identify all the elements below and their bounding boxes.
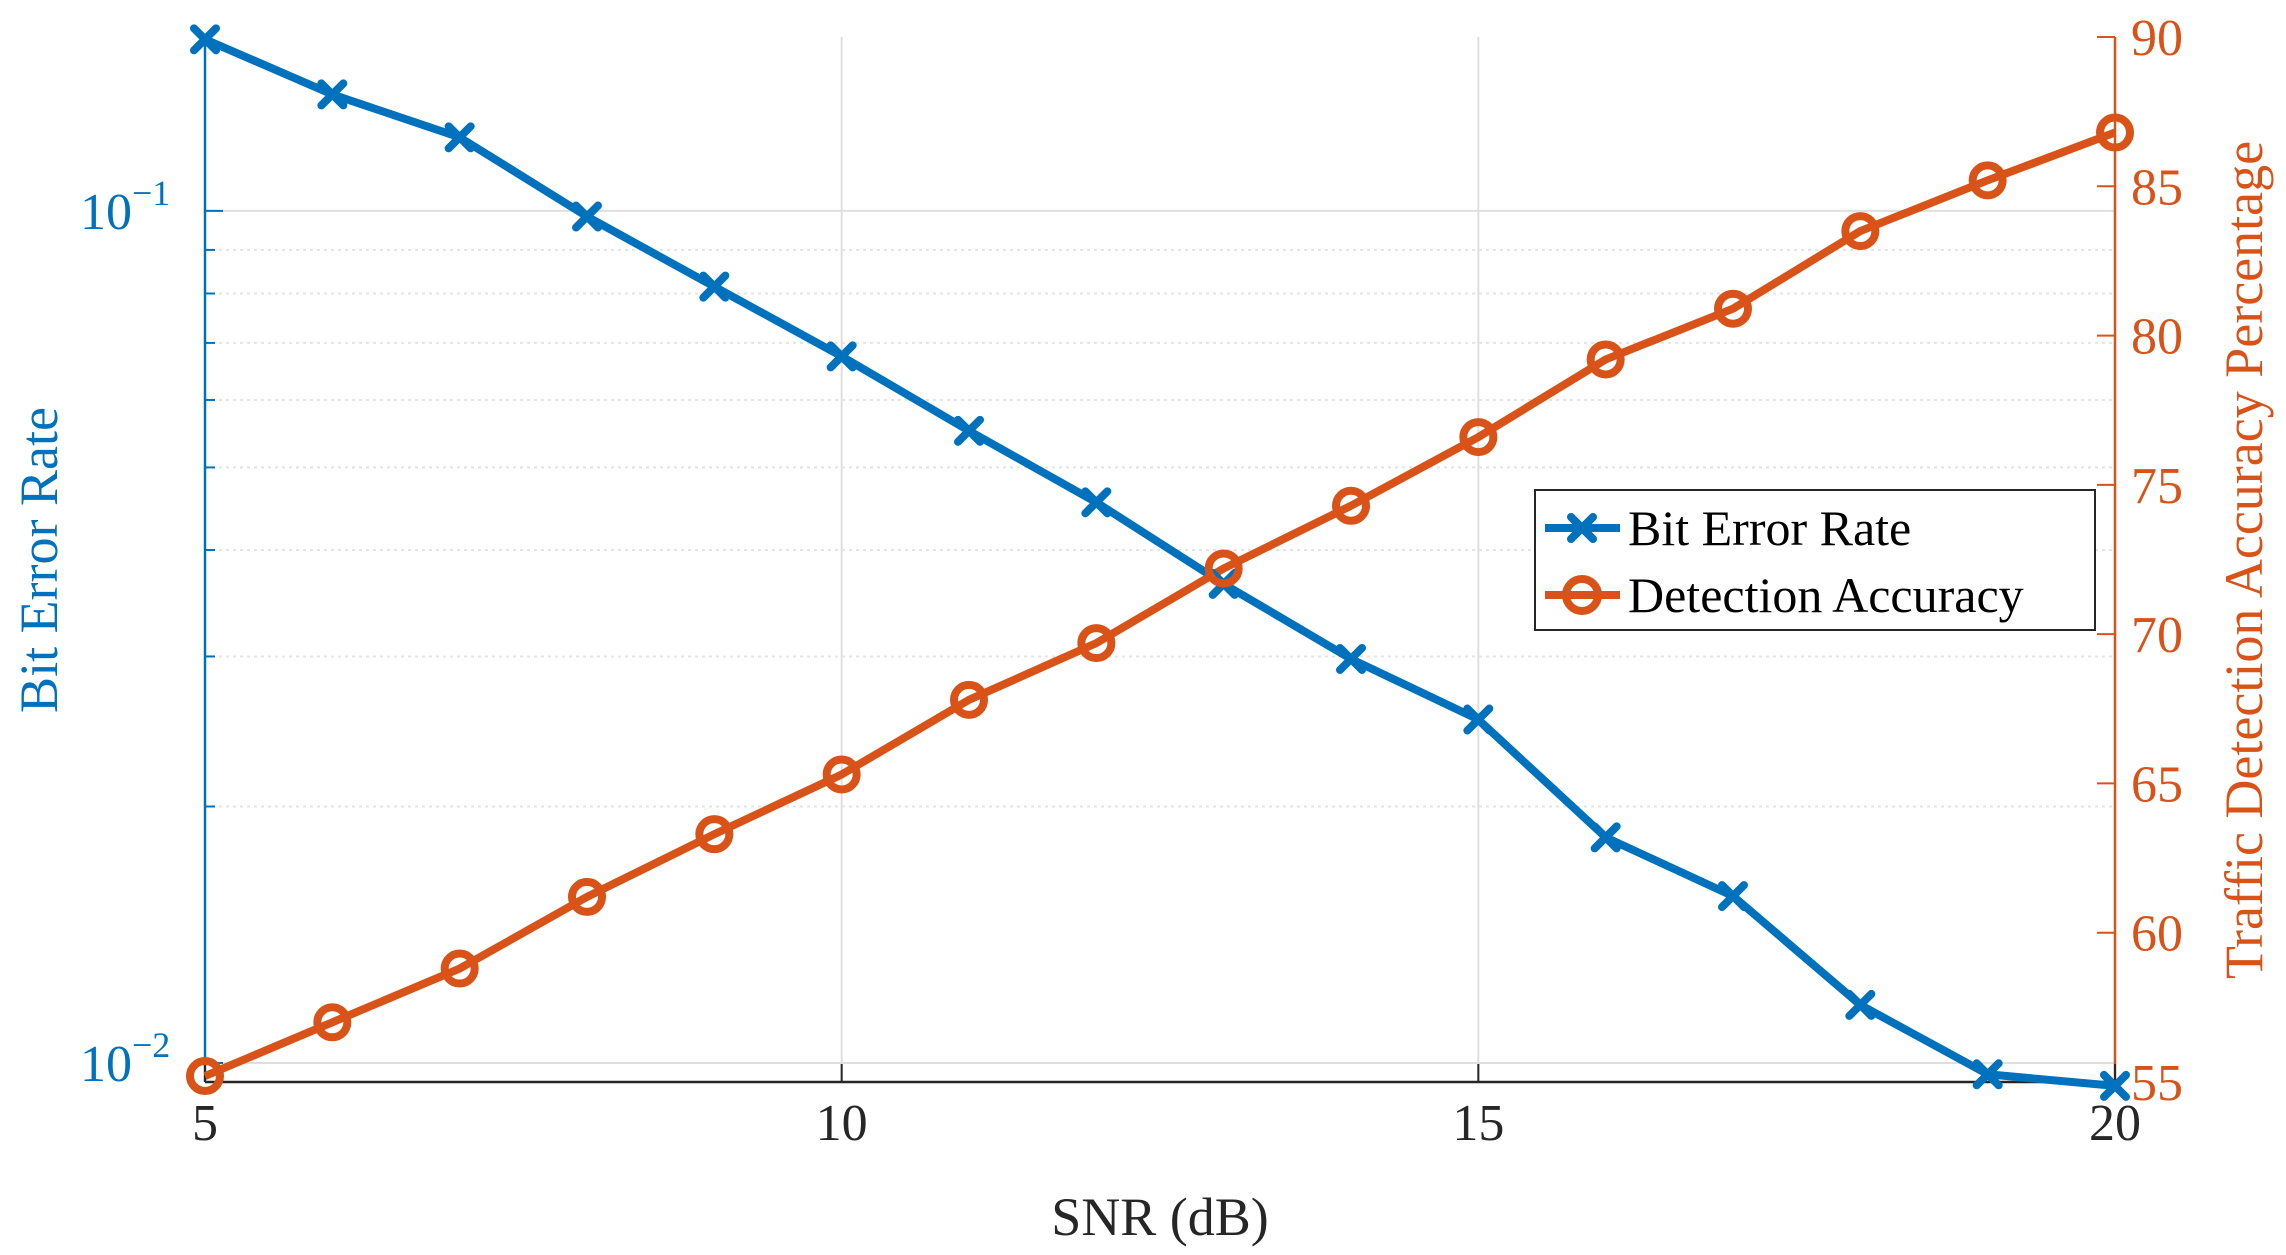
legend-label-accuracy: Detection Accuracy	[1628, 567, 2024, 623]
ber-marker	[1590, 822, 1621, 853]
ber-marker	[1081, 487, 1112, 518]
accuracy-marker	[313, 1003, 352, 1042]
y-right-tick-label: 85	[2131, 159, 2183, 216]
y-right-tick-label: 75	[2131, 458, 2183, 515]
y-right-tick-label: 80	[2131, 309, 2183, 366]
y-right-tick-label: 60	[2131, 906, 2183, 963]
series-line-accuracy	[203, 128, 2117, 1080]
legend-marker-ber	[1567, 513, 1597, 543]
accuracy-marker	[822, 755, 861, 794]
series-layer	[186, 24, 2134, 1101]
legend-x-glyph	[1567, 513, 1597, 543]
y-axis-title-left: Bit Error Rate	[9, 407, 69, 713]
x-tick-label: 20	[2089, 1095, 2141, 1152]
y-left-tick-label: 10−1	[80, 173, 170, 241]
y-right-tick-label: 55	[2131, 1055, 2183, 1112]
accuracy-marker	[440, 949, 479, 988]
accuracy-marker	[568, 877, 606, 916]
axes: 5 10 15 20 10−1 10−2 55 60 65 70 75 80 85 90	[80, 10, 2183, 1152]
ber-marker	[1718, 881, 1748, 912]
legend-marker-accuracy	[1562, 575, 1602, 615]
ber-marker	[954, 415, 984, 446]
y-right-tick-label: 65	[2131, 756, 2183, 813]
ber-marker	[572, 201, 602, 232]
accuracy-marker	[1459, 418, 1498, 457]
ber-marker	[2100, 1070, 2130, 1101]
legend[interactable]: Bit Error Rate Detection Accuracy	[1534, 489, 2096, 631]
ber-marker	[1972, 1059, 2003, 1090]
ber-marker	[1336, 643, 1366, 674]
accuracy-marker	[2096, 113, 2134, 152]
ber-marker	[190, 24, 220, 55]
x-axis-title: SNR (dB)	[1051, 1187, 1269, 1247]
legend-box	[1534, 489, 2096, 631]
y-right-tick-label: 70	[2131, 607, 2183, 664]
ber-marker	[444, 122, 475, 153]
y-right-tick-label: 90	[2131, 10, 2183, 67]
accuracy-marker	[1077, 624, 1116, 663]
ber-marker	[317, 79, 348, 110]
series-line-ber	[203, 35, 2116, 1090]
grid-lines	[204, 37, 2116, 1082]
ber-marker	[699, 271, 730, 302]
x-tick-label: 5	[192, 1095, 218, 1152]
accuracy-marker	[186, 1057, 224, 1096]
ber-marker	[1463, 704, 1494, 735]
accuracy-marker	[1841, 212, 1880, 251]
x-tick-label: 10	[816, 1095, 868, 1152]
x-tick-label: 15	[1452, 1095, 1504, 1152]
accuracy-marker	[1586, 340, 1625, 379]
accuracy-marker	[695, 815, 734, 854]
y-left-tick-label: 10−2	[80, 1025, 170, 1093]
accuracy-marker	[1968, 161, 2007, 200]
legend-label-ber: Bit Error Rate	[1628, 500, 1911, 556]
accuracy-marker	[1714, 289, 1752, 328]
y-axis-title-right: Traffic Detection Accuracy Percentage	[2214, 141, 2274, 979]
accuracy-marker	[1332, 486, 1370, 525]
ber-marker	[1845, 989, 1876, 1020]
ber-marker	[826, 341, 857, 372]
accuracy-marker	[1204, 549, 1243, 588]
accuracy-marker	[950, 680, 988, 719]
